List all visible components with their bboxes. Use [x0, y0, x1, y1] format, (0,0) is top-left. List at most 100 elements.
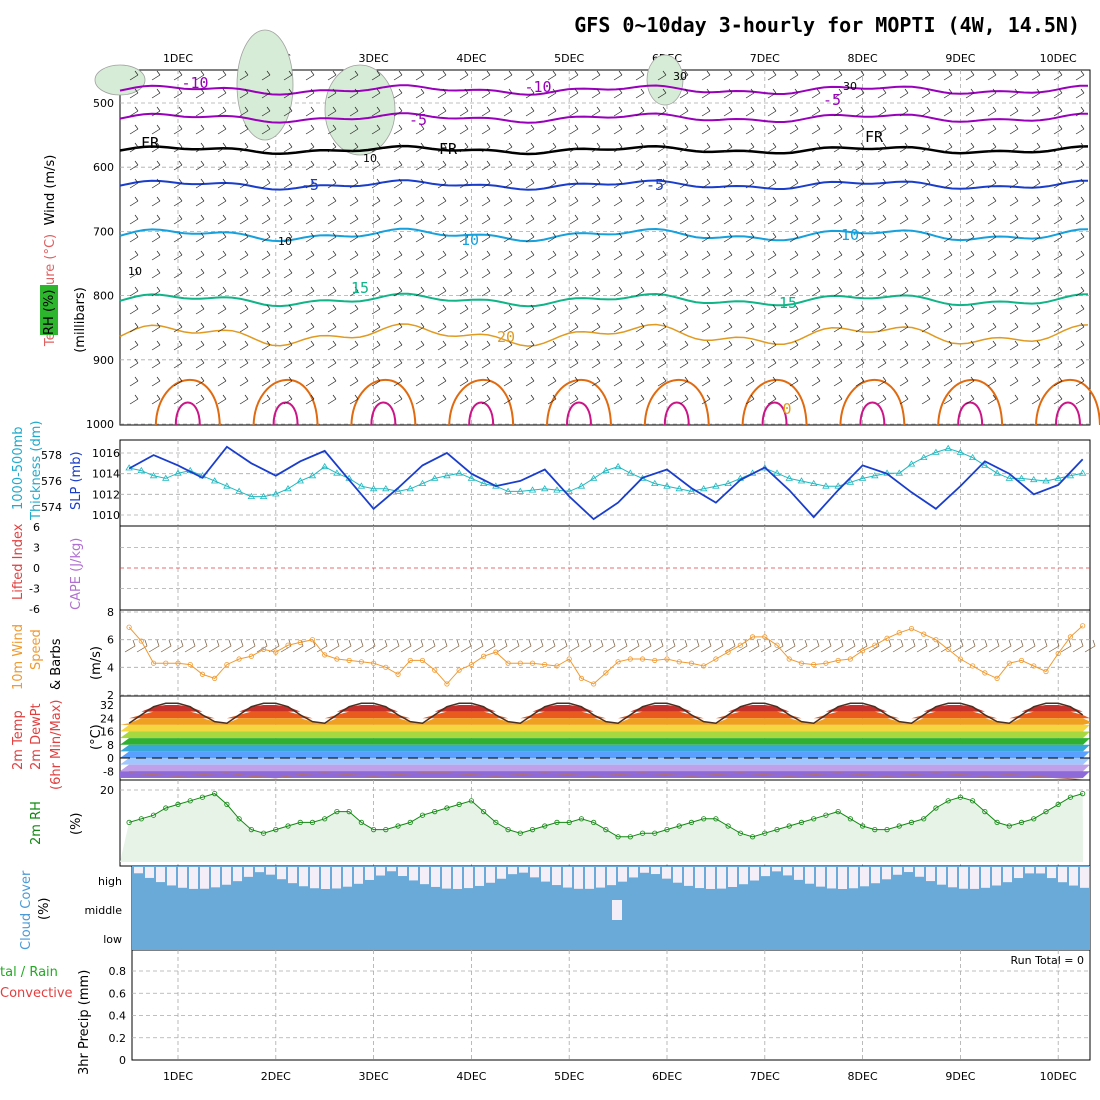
wind-barb	[679, 268, 689, 279]
wind-barb	[789, 160, 799, 171]
cloud-high-gap	[970, 867, 979, 889]
cloud-high-gap	[442, 867, 451, 889]
wind-barb-10m	[352, 639, 364, 653]
ylabel-thickness1: 1000-500mb	[11, 426, 26, 510]
wind-barb	[701, 88, 711, 99]
wind-barb-10m	[508, 639, 520, 653]
data-marker	[1018, 657, 1025, 664]
wind-barb	[877, 268, 887, 279]
wind-barb	[657, 304, 667, 315]
isotherm-30-arch	[174, 401, 201, 426]
data-marker	[676, 659, 682, 665]
isotherm-25-arch	[937, 379, 1004, 426]
wind-barb-10m	[892, 639, 904, 653]
thickness-line	[128, 447, 1083, 498]
wind-barb	[701, 394, 711, 405]
wind-barb	[393, 268, 403, 279]
rh2m-area	[120, 793, 1083, 862]
wind-barb-10m	[1012, 639, 1024, 653]
wind-barb	[855, 196, 865, 207]
wind-barb	[723, 70, 733, 81]
wind-barb	[943, 340, 953, 351]
isotherm-30-arch	[1054, 401, 1081, 426]
wind-barb	[767, 160, 777, 171]
wind-barb-10m	[280, 639, 292, 653]
wind-barb	[943, 88, 953, 99]
data-marker	[419, 657, 426, 664]
data-marker	[297, 639, 303, 646]
wind-barb	[217, 394, 227, 405]
wind-barb	[635, 268, 645, 279]
data-marker	[603, 826, 609, 833]
temp2m-line	[128, 702, 1084, 724]
wind-barb	[877, 178, 887, 189]
data-marker	[933, 805, 939, 811]
wind-barb	[393, 376, 403, 387]
wind-barb	[635, 232, 645, 243]
wind-barb	[371, 358, 381, 369]
wind-barb	[899, 250, 909, 261]
wind-barb	[591, 106, 601, 117]
wind-barb	[613, 394, 623, 405]
cloud-high-gap	[805, 867, 814, 884]
wind-barb	[327, 376, 337, 387]
wind-barb	[1053, 160, 1063, 171]
thickness-marker	[858, 474, 867, 481]
wind-barb	[503, 286, 513, 297]
wind-tick: 6	[107, 634, 114, 647]
wind-barb	[437, 304, 447, 315]
wind-barb	[811, 394, 821, 405]
wind-barb	[877, 70, 887, 81]
data-marker	[517, 830, 523, 836]
wind-barb	[129, 124, 139, 135]
wind-barb	[767, 196, 777, 207]
wind-barb	[1031, 142, 1041, 153]
wind-barb	[833, 232, 843, 243]
data-marker	[1080, 790, 1086, 797]
wind-barb-10m	[640, 639, 652, 653]
wind-barb	[1009, 196, 1019, 207]
wind-barb	[437, 340, 447, 351]
wind-barb	[635, 88, 645, 99]
wind-barb	[591, 178, 601, 189]
wind-barb	[591, 124, 601, 135]
wind-barb	[305, 178, 315, 189]
wind-barb-10m	[172, 639, 184, 653]
wind-barb	[569, 340, 579, 351]
wind-barb	[459, 358, 469, 369]
thickness-marker	[272, 490, 280, 497]
wind-barb	[1053, 268, 1063, 279]
wind-barb	[217, 106, 227, 117]
wind-barb	[657, 160, 667, 171]
data-marker	[187, 661, 193, 668]
data-marker	[884, 635, 890, 641]
data-marker	[933, 637, 939, 643]
wind-barb	[833, 160, 843, 171]
cloud-high-gap	[508, 867, 517, 875]
wind-barb	[503, 322, 513, 333]
wind-barb	[437, 160, 447, 171]
wind-barb	[723, 394, 733, 405]
wind-barb	[657, 232, 667, 243]
wind-barb	[855, 106, 865, 117]
wind-barb	[965, 160, 975, 171]
wind-barb	[437, 394, 447, 405]
wind-barb	[855, 124, 865, 135]
wind-barb	[327, 70, 337, 81]
wind-barb	[283, 250, 293, 261]
wind-barb	[987, 214, 997, 225]
wind-barb	[151, 124, 161, 135]
wind-barb	[547, 88, 557, 99]
thickness-marker	[968, 453, 977, 460]
wind-barb	[217, 322, 227, 333]
wind-barb	[1009, 340, 1019, 351]
data-marker	[383, 826, 389, 833]
wind-barb	[349, 322, 359, 333]
wind-barb	[195, 340, 205, 351]
wind-barb-10m	[256, 639, 268, 653]
wind-barb	[789, 394, 799, 405]
wind-barb	[701, 196, 711, 207]
cloud-high-gap	[937, 867, 946, 885]
wind-barb	[613, 106, 623, 117]
wind-barb	[547, 70, 557, 81]
